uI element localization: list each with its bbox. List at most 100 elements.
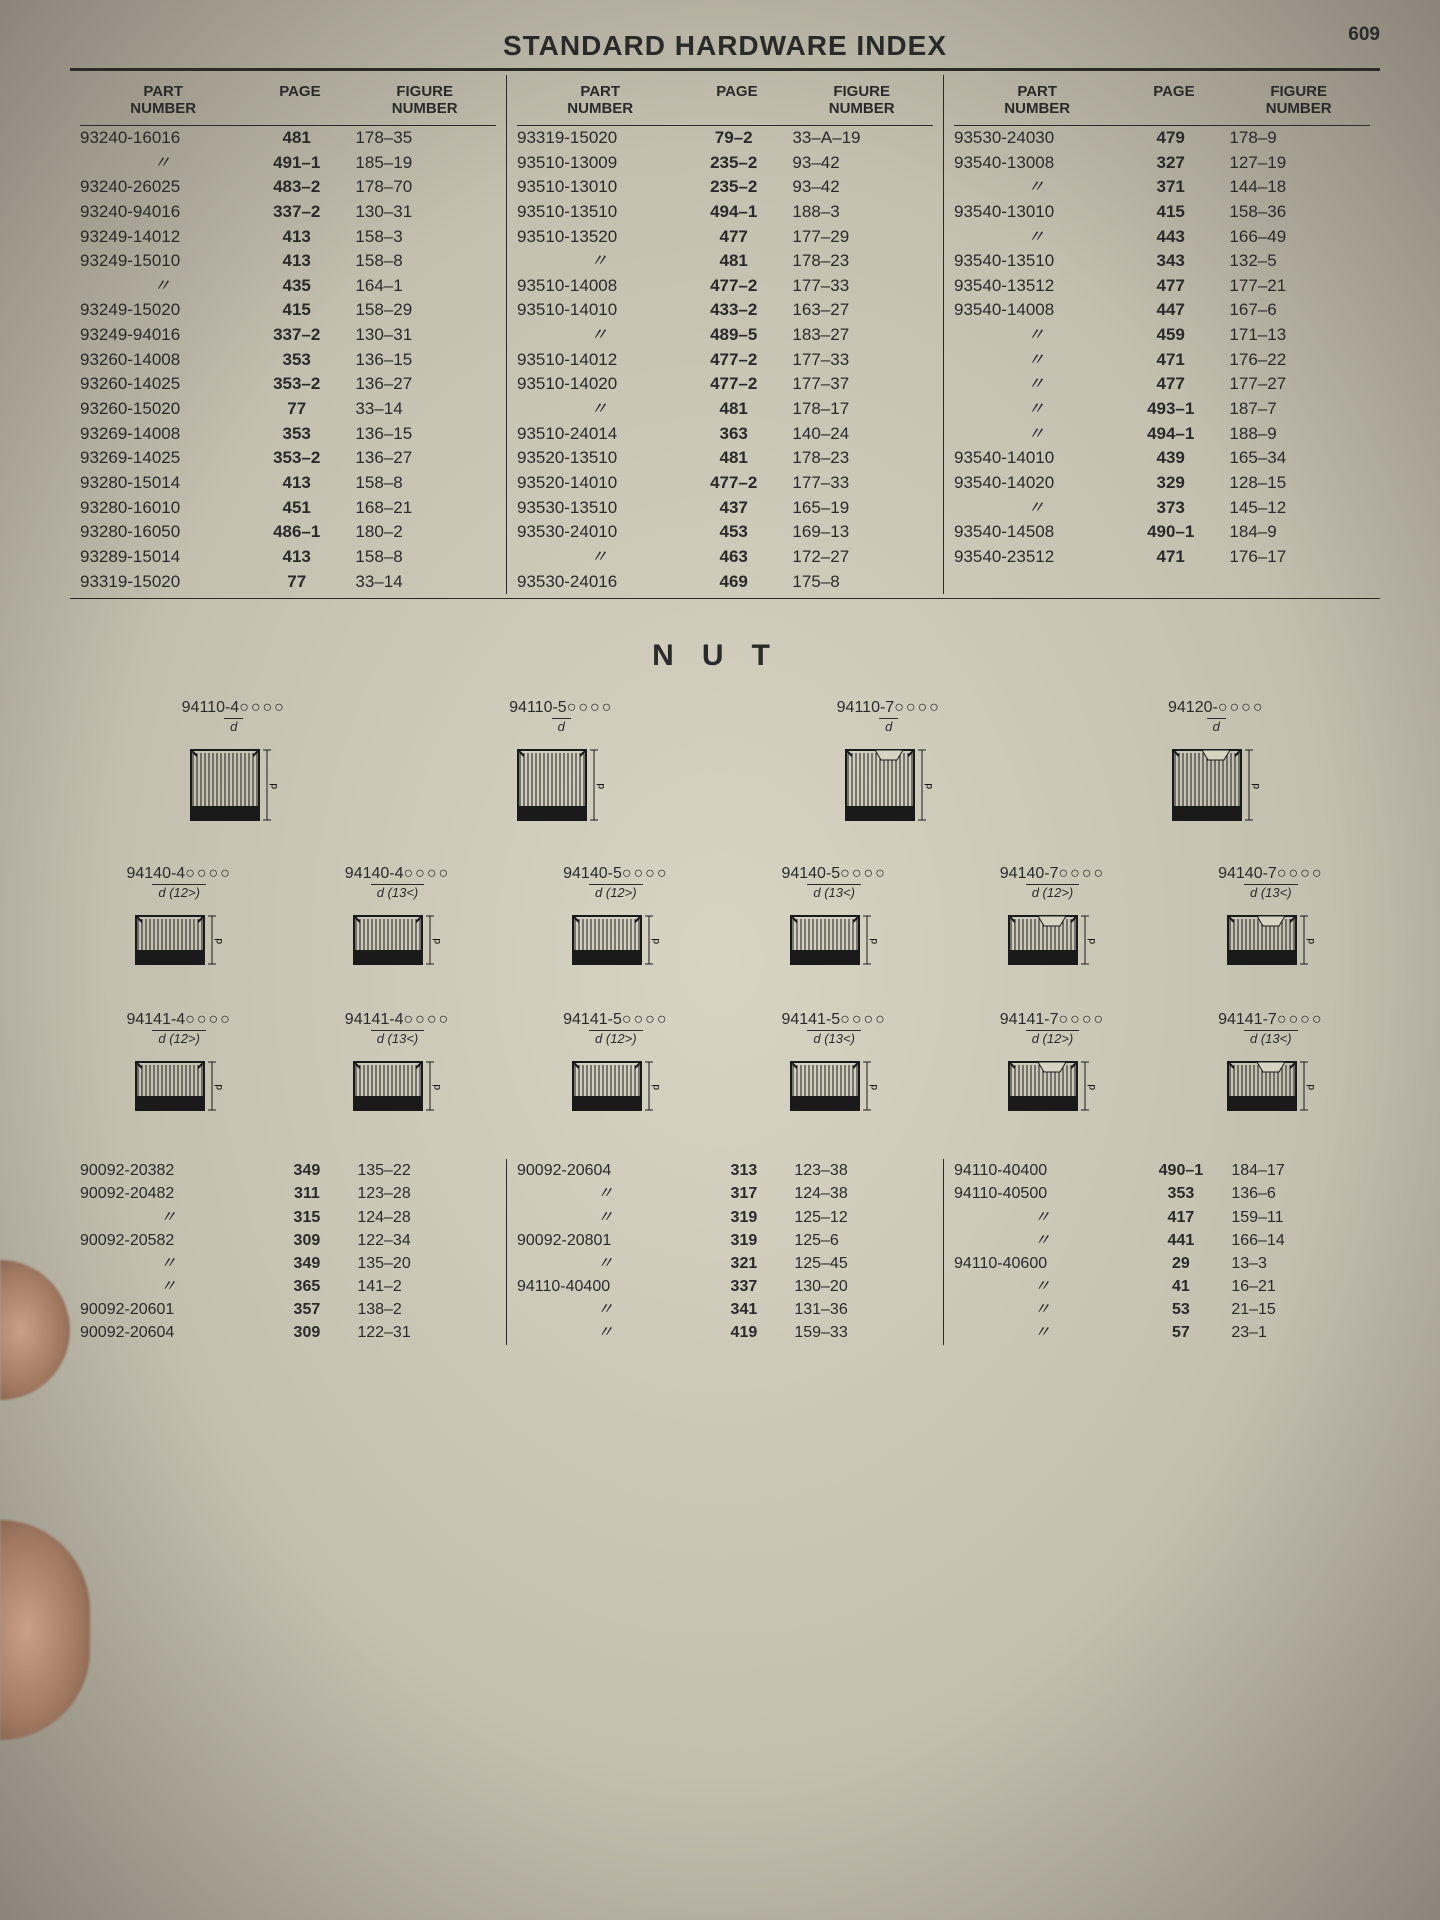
nut-part-label: 94141-5○○○○ — [754, 1011, 914, 1029]
cell-part: 93249-94016 — [80, 323, 244, 348]
cell-page: 419 — [693, 1321, 794, 1344]
nut-icon: d — [124, 910, 234, 980]
cell-fig: 23–1 — [1231, 1321, 1370, 1344]
cell-fig: 135–20 — [357, 1252, 496, 1275]
nut-icon: d — [1161, 744, 1271, 834]
table-row: 〃 491–1 185–19 — [80, 151, 496, 176]
cell-page: 349 — [256, 1159, 357, 1182]
table-row: 90092-20604 309 122–31 — [80, 1321, 496, 1344]
col-header-page: PAGE — [246, 83, 353, 117]
cell-part: 93260-14008 — [80, 348, 244, 373]
cell-fig: 158–8 — [349, 545, 496, 570]
cell-page: 481 — [681, 397, 786, 422]
cell-page: 315 — [256, 1206, 357, 1229]
table-row: 〃 435 164–1 — [80, 274, 496, 299]
cell-fig: 125–45 — [794, 1252, 933, 1275]
cell-part: 〃 — [517, 1298, 693, 1321]
nut-diagram-cell: 94141-5○○○○ d (12>) d — [536, 1011, 696, 1131]
nut-diagram-row-2: 94140-4○○○○ d (12>) d 94140-4○○○○ d (13<… — [70, 865, 1380, 985]
table-row: 93269-14008 353 136–15 — [80, 422, 496, 447]
lower-index-table: 90092-20382 349 135–2290092-20482 311 12… — [70, 1159, 1380, 1345]
cell-page: 471 — [1118, 545, 1223, 570]
page-title: STANDARD HARDWARE INDEX — [70, 30, 1380, 62]
cell-part: 93540-13512 — [954, 274, 1118, 299]
nut-icon: d — [342, 910, 452, 980]
svg-text:d: d — [651, 1085, 662, 1091]
cell-page: 477 — [1118, 274, 1223, 299]
cell-part: 〃 — [954, 1275, 1130, 1298]
cell-fig: 21–15 — [1231, 1298, 1370, 1321]
nut-icon: d — [779, 1056, 889, 1126]
nut-diagram-cell: 94140-4○○○○ d (12>) d — [99, 865, 259, 985]
table-row: 93510-14020 477–2 177–37 — [517, 372, 933, 397]
cell-page: 493–1 — [1118, 397, 1223, 422]
cell-fig: 178–35 — [349, 126, 496, 151]
svg-text:d: d — [1251, 784, 1262, 790]
nut-part-label: 94110-5○○○○ — [461, 699, 661, 717]
cell-page: 353–2 — [244, 372, 349, 397]
table-row: 〃 443 166–49 — [954, 225, 1370, 250]
cell-part: 93249-15020 — [80, 298, 244, 323]
cell-fig: 177–33 — [786, 348, 933, 373]
nut-icon: d — [997, 1056, 1107, 1126]
table-row: 93540-14010 439 165–34 — [954, 446, 1370, 471]
cell-page: 357 — [256, 1298, 357, 1321]
cell-fig: 158–8 — [349, 471, 496, 496]
cell-fig: 177–37 — [786, 372, 933, 397]
cell-part: 〃 — [517, 1206, 693, 1229]
table-row: 〃 417 159–11 — [954, 1206, 1370, 1229]
table-row: 93319-15020 79–2 33–A–19 — [517, 126, 933, 151]
cell-fig: 187–7 — [1223, 397, 1370, 422]
cell-fig: 165–19 — [786, 496, 933, 521]
cell-part: 93540-14020 — [954, 471, 1118, 496]
cell-page: 490–1 — [1130, 1159, 1231, 1182]
cell-page: 341 — [693, 1298, 794, 1321]
table-row: 〃 489–5 183–27 — [517, 323, 933, 348]
cell-fig: 132–5 — [1223, 249, 1370, 274]
nut-sub-label: d (13<) — [371, 1030, 425, 1046]
cell-page: 235–2 — [681, 175, 786, 200]
cell-part: 93319-15020 — [517, 126, 681, 151]
nut-diagram-row-1: 94110-4○○○○ d d 94110-5○○○○ d — [70, 699, 1380, 839]
nut-sub-label: d (12>) — [1026, 884, 1080, 900]
cell-part: 〃 — [954, 175, 1118, 200]
cell-part: 93280-16010 — [80, 496, 244, 521]
cell-fig: 167–6 — [1223, 298, 1370, 323]
cell-part: 〃 — [954, 348, 1118, 373]
table-row: 93240-94016 337–2 130–31 — [80, 200, 496, 225]
nut-part-label: 94140-7○○○○ — [1191, 865, 1351, 883]
cell-fig: 93–42 — [786, 175, 933, 200]
nut-icon: d — [342, 1056, 452, 1126]
cell-fig: 144–18 — [1223, 175, 1370, 200]
cell-fig: 140–24 — [786, 422, 933, 447]
cell-fig: 172–27 — [786, 545, 933, 570]
cell-fig: 136–15 — [349, 422, 496, 447]
cell-page: 415 — [1118, 200, 1223, 225]
cell-page: 79–2 — [681, 126, 786, 151]
cell-part: 93269-14008 — [80, 422, 244, 447]
cell-fig: 166–14 — [1231, 1229, 1370, 1252]
table-row: 93540-14008 447 167–6 — [954, 298, 1370, 323]
cell-page: 471 — [1118, 348, 1223, 373]
cell-fig: 122–34 — [357, 1229, 496, 1252]
cell-page: 481 — [681, 249, 786, 274]
table-row: 〃 477 177–27 — [954, 372, 1370, 397]
cell-part: 〃 — [517, 1252, 693, 1275]
svg-text:d: d — [214, 1085, 225, 1091]
table-row: 〃 419 159–33 — [517, 1321, 933, 1344]
cell-page: 494–1 — [1118, 422, 1223, 447]
nut-part-label: 94141-7○○○○ — [972, 1011, 1132, 1029]
cell-fig: 136–15 — [349, 348, 496, 373]
nut-sub-label: d (12>) — [152, 884, 206, 900]
cell-fig: 131–36 — [794, 1298, 933, 1321]
table-row: 93540-14020 329 128–15 — [954, 471, 1370, 496]
svg-text:d: d — [269, 784, 280, 790]
cell-part: 93540-14508 — [954, 520, 1118, 545]
cell-part: 93240-16016 — [80, 126, 244, 151]
cell-fig: 177–33 — [786, 274, 933, 299]
cell-fig: 33–14 — [349, 570, 496, 595]
photo-thumb-artifact — [0, 1260, 70, 1400]
cell-part: 93510-14010 — [517, 298, 681, 323]
svg-text:d: d — [1306, 1085, 1317, 1091]
cell-fig: 168–21 — [349, 496, 496, 521]
